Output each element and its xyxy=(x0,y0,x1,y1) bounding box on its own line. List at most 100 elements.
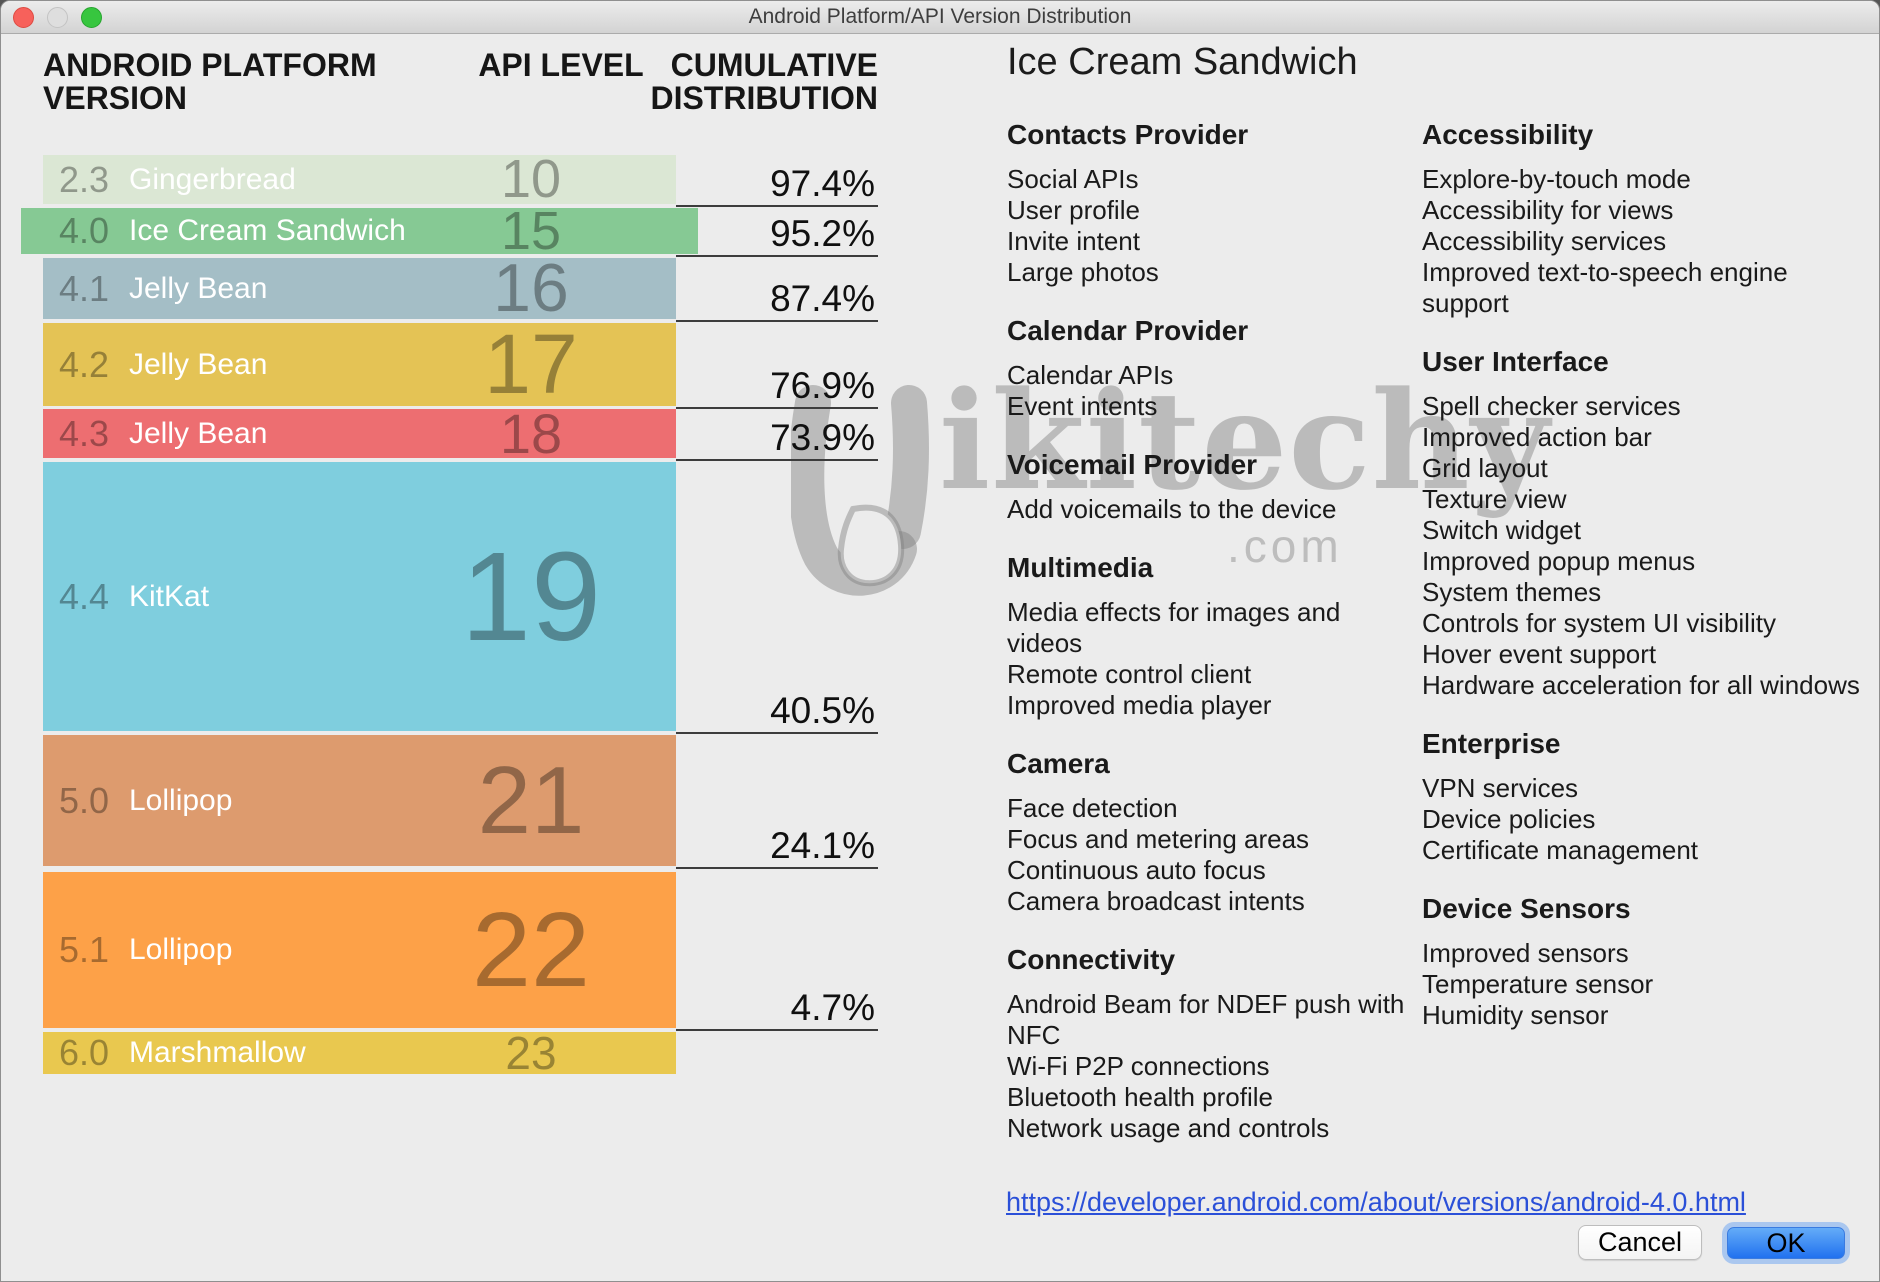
feature-section-items: Face detection Focus and metering areas Co… xyxy=(1007,793,1419,917)
platform-row-6-0[interactable]: 6.0 Marshmallow 23 xyxy=(43,1030,676,1076)
cancel-button[interactable]: Cancel xyxy=(1578,1225,1702,1260)
version-distribution-table: 2.3 Gingerbread 10 97.4% 4.0 Ice Cream Sandwi… xyxy=(1,35,1879,1281)
feature-section-items: Explore-by-touch mode Accessibility for v… xyxy=(1422,164,1870,319)
feature-item: Remote control client xyxy=(1007,659,1252,689)
distribution-line xyxy=(676,459,878,461)
version-name: Marshmallow xyxy=(129,1036,306,1069)
version-number: 2.3 xyxy=(59,159,110,200)
zoom-button[interactable] xyxy=(81,7,102,28)
feature-item: Focus and metering areas xyxy=(1007,824,1310,854)
feature-section-title: Contacts Provider xyxy=(1007,119,1249,150)
platform-row-5-0[interactable]: 5.0 Lollipop 21 xyxy=(43,735,676,866)
feature-item: Invite intent xyxy=(1007,226,1140,256)
distribution-value: 4.7% xyxy=(790,987,875,1028)
platform-row-4-3[interactable]: 4.3 Jelly Bean 18 xyxy=(43,406,676,462)
feature-section-items: Android Beam for NDEF push with NFC Wi-Fi… xyxy=(1007,989,1419,1144)
version-name: Jelly Bean xyxy=(129,417,268,450)
distribution-value: 97.4% xyxy=(770,163,875,204)
distribution-value: 40.5% xyxy=(770,690,875,731)
platform-row-5-1[interactable]: 5.1 Lollipop 22 xyxy=(43,872,676,1028)
version-number: 6.0 xyxy=(59,1032,110,1073)
feature-section-title: Calendar Provider xyxy=(1007,315,1249,346)
feature-item: Improved media player xyxy=(1007,690,1272,720)
feature-item: Calendar APIs xyxy=(1007,360,1174,390)
minimize-button[interactable] xyxy=(47,7,68,28)
feature-item: Media effects for images and videos xyxy=(1007,597,1341,658)
feature-item: Improved action bar xyxy=(1422,422,1652,452)
distribution-line xyxy=(676,1029,878,1031)
feature-section-items: Media effects for images and videos Remot… xyxy=(1007,597,1419,721)
platform-row-2-3[interactable]: 2.3 Gingerbread 10 xyxy=(43,152,676,206)
details-column-right: Accessibility Explore-by-touch mode Access… xyxy=(1422,119,1870,1031)
api-level-value: 17 xyxy=(484,317,578,411)
feature-section-title: Connectivity xyxy=(1007,944,1176,975)
version-number: 5.1 xyxy=(59,929,110,970)
feature-item: Improved popup menus xyxy=(1422,546,1696,576)
feature-section-items: Add voicemails to the device xyxy=(1007,494,1419,525)
feature-item: Certificate management xyxy=(1422,835,1699,865)
details-column-left: Contacts Provider Social APIs User profile… xyxy=(1007,119,1419,1144)
close-button[interactable] xyxy=(13,7,34,28)
feature-section-items: Calendar APIs Event intents xyxy=(1007,360,1419,422)
version-name: Gingerbread xyxy=(129,163,296,196)
api-level-value: 18 xyxy=(499,402,563,465)
platform-row-4-1[interactable]: 4.1 Jelly Bean 16 xyxy=(43,254,676,322)
feature-item: Bluetooth health profile xyxy=(1007,1082,1273,1112)
feature-item: Accessibility services xyxy=(1422,226,1667,256)
platform-row-4-0[interactable]: 4.0 Ice Cream Sandwich 15 xyxy=(21,201,698,261)
feature-item: Grid layout xyxy=(1422,453,1548,483)
version-number: 4.4 xyxy=(59,576,110,617)
feature-item: Face detection xyxy=(1007,793,1178,823)
version-number: 4.3 xyxy=(59,413,110,454)
feature-item: Continuous auto focus xyxy=(1007,855,1266,885)
version-name: Lollipop xyxy=(129,933,233,966)
api-level-value: 10 xyxy=(500,149,562,209)
feature-section-title: Camera xyxy=(1007,748,1110,779)
android-version-docs-link[interactable]: https://developer.android.com/about/vers… xyxy=(1006,1187,1746,1217)
column-header-api-level: API LEVEL xyxy=(478,47,644,83)
feature-item: Network usage and controls xyxy=(1007,1113,1330,1143)
version-name: Ice Cream Sandwich xyxy=(129,214,406,247)
feature-item: Switch widget xyxy=(1422,515,1581,545)
api-level-value: 21 xyxy=(477,747,585,854)
column-header-cumulative-distribution: CUMULATIVE DISTRIBUTION xyxy=(650,47,878,116)
api-level-value: 23 xyxy=(505,1027,557,1079)
feature-item: Event intents xyxy=(1007,391,1158,421)
platform-row-4-2[interactable]: 4.2 Jelly Bean 17 xyxy=(43,322,676,406)
api-level-value: 22 xyxy=(472,891,590,1009)
feature-item: Android Beam for NDEF push with NFC xyxy=(1007,989,1405,1050)
feature-item: Controls for system UI visibility xyxy=(1422,608,1776,638)
distribution-value: 76.9% xyxy=(770,365,875,406)
version-details-panel: Ice Cream Sandwich Contacts Provider Soci… xyxy=(1007,41,1867,1143)
window-title: Android Platform/API Version Distributio… xyxy=(748,5,1132,28)
feature-section-title: Enterprise xyxy=(1422,728,1561,759)
selected-version-title: Ice Cream Sandwich xyxy=(1007,41,1358,83)
column-header-platform: ANDROID PLATFORM VERSION xyxy=(43,47,377,116)
feature-item: Camera broadcast intents xyxy=(1007,886,1305,916)
feature-item: User profile xyxy=(1007,195,1140,225)
feature-item: Improved text-to-speech engine support xyxy=(1422,257,1788,318)
version-number: 4.2 xyxy=(59,344,110,385)
feature-item: Explore-by-touch mode xyxy=(1422,164,1691,194)
version-number: 4.0 xyxy=(59,210,110,251)
feature-item: Spell checker services xyxy=(1422,391,1681,421)
version-number: 5.0 xyxy=(59,780,110,821)
feature-item: Add voicemails to the device xyxy=(1007,494,1337,524)
feature-item: Temperature sensor xyxy=(1422,969,1654,999)
feature-section-title: Multimedia xyxy=(1007,552,1154,583)
distribution-line xyxy=(676,732,878,734)
feature-section-title: Device Sensors xyxy=(1422,893,1631,924)
distribution-line xyxy=(676,320,878,322)
feature-section-title: Voicemail Provider xyxy=(1007,449,1258,480)
version-name: Jelly Bean xyxy=(129,348,268,381)
platform-row-4-4[interactable]: 4.4 KitKat 19 xyxy=(43,462,676,731)
ok-button[interactable]: OK xyxy=(1727,1227,1845,1259)
feature-section-title: User Interface xyxy=(1422,346,1609,377)
api-level-value: 15 xyxy=(500,201,562,261)
titlebar: Android Platform/API Version Distributio… xyxy=(1,1,1879,34)
distribution-line xyxy=(676,255,878,257)
feature-item: Accessibility for views xyxy=(1422,195,1674,225)
distribution-value: 87.4% xyxy=(770,278,875,319)
distribution-value: 24.1% xyxy=(770,825,875,866)
version-name: Lollipop xyxy=(129,784,233,817)
